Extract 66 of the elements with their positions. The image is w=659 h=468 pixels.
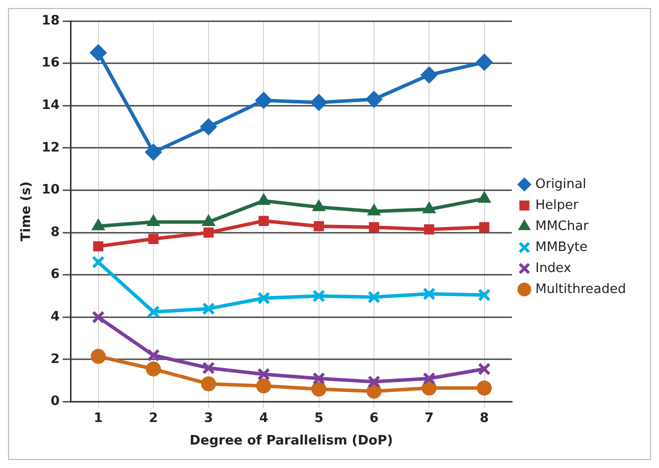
x-tick-label: 8 <box>480 410 489 426</box>
point <box>478 362 491 376</box>
point <box>310 94 328 111</box>
y-tick-label: 0 <box>50 394 60 410</box>
legend-label: Index <box>535 260 572 276</box>
point <box>146 305 160 318</box>
point <box>201 376 216 392</box>
point <box>478 288 491 302</box>
point <box>312 372 326 385</box>
point <box>256 378 272 394</box>
x-axis-title: Degree of Parallelism (DoP) <box>190 434 393 449</box>
point <box>144 144 162 161</box>
point <box>314 221 324 232</box>
y-tick-label: 16 <box>42 56 60 71</box>
point <box>368 222 380 232</box>
point <box>257 368 270 381</box>
point <box>90 44 107 62</box>
legend-label: Helper <box>535 198 579 213</box>
point <box>200 118 218 136</box>
point <box>148 234 159 244</box>
x-tick-label: 3 <box>204 410 214 426</box>
x-tick-label: 6 <box>369 410 379 426</box>
point <box>479 222 490 232</box>
point <box>255 92 272 109</box>
y-tick-label: 14 <box>42 98 60 113</box>
point <box>365 90 382 108</box>
y-tick-label: 18 <box>42 13 60 28</box>
point <box>257 292 270 305</box>
y-axis-title: Time (s) <box>19 181 34 242</box>
point <box>92 256 105 269</box>
x-tick-label: 1 <box>94 410 103 426</box>
point <box>420 66 438 84</box>
point <box>422 380 437 396</box>
point <box>368 375 380 388</box>
point <box>92 310 105 324</box>
point <box>93 241 104 252</box>
point <box>90 348 106 364</box>
x-tick-label: 2 <box>148 410 158 426</box>
point <box>424 224 434 234</box>
legend-label: Multithreaded <box>535 282 626 297</box>
point <box>422 372 436 385</box>
legend-label: MMByte <box>535 240 588 255</box>
point <box>366 384 382 399</box>
y-tick-label: 6 <box>50 267 60 282</box>
y-tick-label: 12 <box>42 140 60 156</box>
point <box>258 216 269 226</box>
y-tick-label: 4 <box>50 310 60 325</box>
y-tick-label: 2 <box>50 352 60 367</box>
point <box>312 290 326 302</box>
point <box>203 227 214 238</box>
point <box>311 382 326 397</box>
point <box>368 290 380 304</box>
point <box>146 362 161 377</box>
point <box>476 380 492 396</box>
x-tick-label: 7 <box>424 410 434 426</box>
point <box>422 287 436 300</box>
y-tick-label: 10 <box>42 182 60 198</box>
point <box>146 348 160 362</box>
legend-label: MMChar <box>535 218 590 234</box>
point <box>202 362 216 374</box>
point <box>202 302 216 316</box>
x-tick-label: 5 <box>314 410 324 426</box>
point <box>476 54 493 71</box>
legend-label: Original <box>535 176 586 192</box>
x-tick-label: 4 <box>259 410 268 426</box>
y-tick-label: 8 <box>50 224 60 240</box>
